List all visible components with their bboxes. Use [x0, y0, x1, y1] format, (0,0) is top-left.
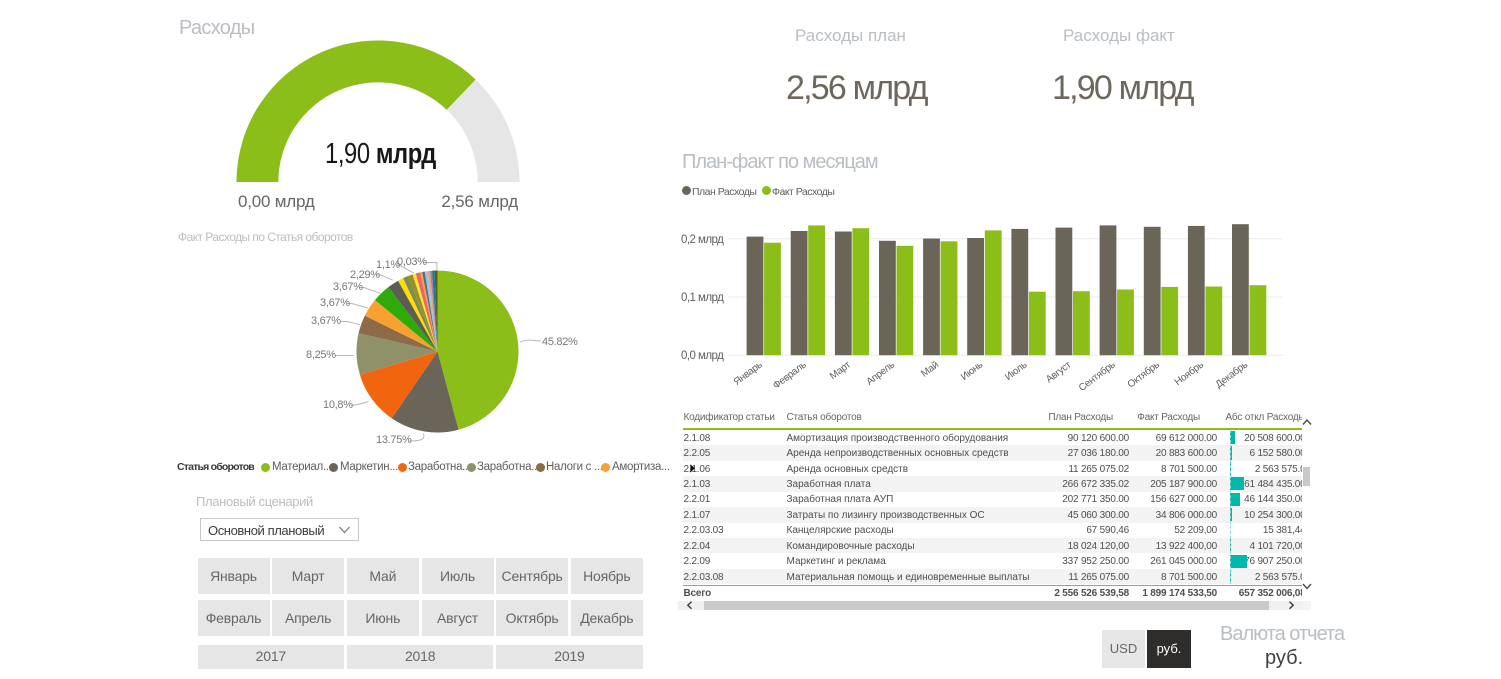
svg-text:Февраль: Февраль — [771, 360, 808, 392]
svg-text:Апрель: Апрель — [865, 360, 897, 388]
svg-text:Январь: Январь — [732, 360, 765, 388]
svg-text:Август: Август — [1044, 359, 1074, 385]
svg-text:Июль: Июль — [1003, 360, 1029, 383]
svg-text:Ноябрь: Ноябрь — [1172, 359, 1206, 388]
svg-text:Май: Май — [919, 360, 941, 380]
svg-text:0,0 млрд: 0,0 млрд — [681, 350, 724, 362]
svg-text:0,2 млрд: 0,2 млрд — [681, 234, 724, 246]
svg-text:0,1 млрд: 0,1 млрд — [681, 292, 724, 304]
svg-text:Октябрь: Октябрь — [1125, 359, 1162, 391]
svg-text:Март: Март — [828, 359, 853, 382]
svg-text:Сентябрь: Сентябрь — [1076, 359, 1117, 394]
svg-text:Декабрь: Декабрь — [1213, 359, 1250, 391]
svg-text:Июнь: Июнь — [959, 360, 985, 383]
